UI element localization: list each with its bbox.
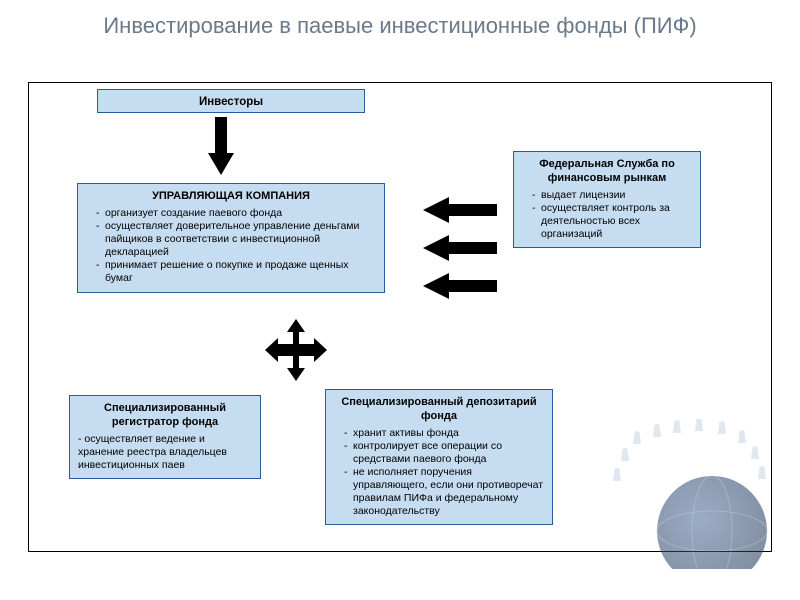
box-registrar-title: Специализированный регистратор фонда xyxy=(78,402,252,430)
list-item: хранит активы фонда xyxy=(344,427,544,440)
arrow-left-icon xyxy=(423,197,497,223)
box-depository: Специализированный депозитарий фонда хра… xyxy=(325,389,553,525)
list-item: осуществляет доверительное управление де… xyxy=(96,220,376,259)
box-fsfr-title: Федеральная Служба по финансовым рынкам xyxy=(522,158,692,186)
box-fsfr-items: выдает лицензии осуществляет контроль за… xyxy=(522,189,692,242)
box-fsfr: Федеральная Служба по финансовым рынкам … xyxy=(513,151,701,248)
arrow-left-icon xyxy=(423,235,497,261)
box-investors-title: Инвесторы xyxy=(199,96,263,108)
box-registrar: Специализированный регистратор фонда - о… xyxy=(69,395,261,479)
box-depository-items: хранит активы фонда контролирует все опе… xyxy=(334,427,544,519)
box-uk-items: организует создание паевого фонда осущес… xyxy=(86,207,376,286)
list-item: принимает решение о покупке и продаже ще… xyxy=(96,259,376,285)
diagram-frame: Инвесторы УПРАВЛЯЮЩАЯ КОМПАНИЯ организуе… xyxy=(28,82,772,552)
cross-arrow-icon xyxy=(265,319,327,381)
list-item: осуществляет контроль за деятельностью в… xyxy=(532,202,692,241)
arrow-down-icon xyxy=(208,117,234,175)
box-depository-title: Специализированный депозитарий фонда xyxy=(334,396,544,424)
list-item: выдает лицензии xyxy=(532,189,692,202)
list-item: не исполняет поручения управляющего, есл… xyxy=(344,466,544,519)
box-registrar-note: - осуществляет ведение и хранение реестр… xyxy=(78,433,252,472)
box-investors: Инвесторы xyxy=(97,89,365,113)
list-item: контролирует все операции со средствами … xyxy=(344,440,544,466)
arrow-left-icon xyxy=(423,273,497,299)
globe-people-decoration-icon xyxy=(607,419,777,569)
slide-title: Инвестирование в паевые инвестиционные ф… xyxy=(0,0,800,48)
list-item: организует создание паевого фонда xyxy=(96,207,376,220)
box-uk-title: УПРАВЛЯЮЩАЯ КОМПАНИЯ xyxy=(86,190,376,204)
box-uk: УПРАВЛЯЮЩАЯ КОМПАНИЯ организует создание… xyxy=(77,183,385,293)
